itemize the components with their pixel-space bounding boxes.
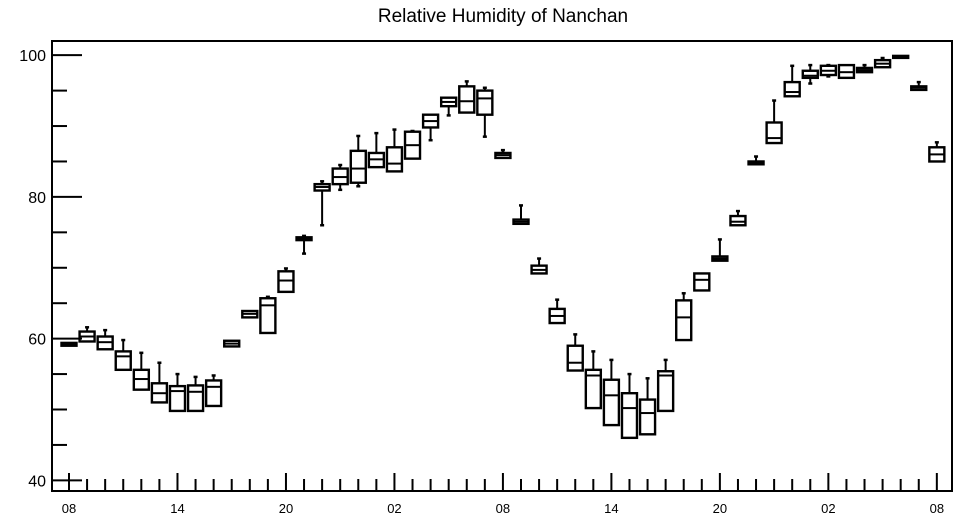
- box-iqr: [259, 297, 277, 335]
- x-tick-label: 14: [604, 501, 618, 516]
- box-plot-item: [132, 351, 151, 391]
- box-plot-item: [620, 372, 639, 440]
- box-iqr: [168, 384, 187, 413]
- box-plot-item: [783, 64, 801, 98]
- box-plot-item: [855, 63, 874, 74]
- box-iqr: [783, 80, 801, 98]
- box-plot-item: [819, 63, 838, 78]
- box-plot-item: [439, 96, 458, 117]
- x-tick-label: 08: [496, 501, 510, 516]
- box-plot-item: [385, 128, 404, 173]
- box-plot-item: [566, 333, 584, 372]
- x-tick-label: 08: [930, 501, 944, 516]
- box-iqr: [602, 378, 621, 427]
- y-tick-label: 60: [28, 332, 46, 349]
- box-iqr: [385, 146, 404, 173]
- box-iqr: [277, 270, 295, 294]
- x-tick-label: 20: [279, 501, 293, 516]
- box-plot-item: [675, 292, 693, 342]
- y-tick-label: 80: [28, 190, 46, 207]
- box-plot-item: [711, 238, 729, 262]
- box-iqr: [566, 344, 584, 372]
- box-iqr: [186, 384, 205, 413]
- box-plot-item: [168, 372, 187, 413]
- box-iqr: [584, 368, 603, 410]
- box-plot-item: [150, 361, 169, 404]
- box-iqr: [765, 121, 783, 145]
- box-plot-item: [494, 148, 512, 160]
- box-plot-item: [259, 295, 277, 335]
- box-plot-item: [602, 358, 621, 427]
- box-plot-item: [458, 80, 476, 114]
- box-iqr: [204, 379, 223, 408]
- box-iqr: [801, 69, 819, 80]
- box-plot-item: [530, 257, 548, 275]
- box-iqr: [349, 149, 367, 184]
- box-plot-item: [331, 163, 349, 192]
- box-iqr: [638, 398, 657, 436]
- box-plot-item: [548, 298, 566, 325]
- x-axis: 08 14 20 02 08 14 20 02 08: [62, 473, 944, 516]
- box-iqr: [114, 350, 132, 372]
- box-iqr: [458, 85, 476, 114]
- box-plot-item: [476, 86, 494, 138]
- box-plot-item: [928, 141, 946, 163]
- box-plot-item: [96, 328, 114, 351]
- chart-title: Relative Humidity of Nanchan: [378, 6, 628, 27]
- box-plot-item: [747, 155, 765, 166]
- box-plot-item: [295, 234, 313, 255]
- box-plot-item: [873, 56, 892, 69]
- box-plot-item: [78, 326, 96, 343]
- box-plot-item: [223, 339, 241, 348]
- x-tick-label: 14: [170, 501, 184, 516]
- box-plot-item: [512, 204, 530, 226]
- box-plot-item: [60, 341, 78, 347]
- box-series: [60, 54, 946, 440]
- box-plot-item: [584, 350, 603, 410]
- box-plot-item: [403, 129, 422, 160]
- x-tick-label: 02: [821, 501, 835, 516]
- box-plot-item: [277, 267, 295, 294]
- box-plot-item: [638, 377, 657, 436]
- box-plot-item: [693, 272, 711, 292]
- box-plot-item: [891, 54, 910, 60]
- box-plot-item: [204, 374, 223, 408]
- box-plot-item: [910, 80, 928, 92]
- box-plot-item: [801, 63, 819, 85]
- x-tick-label: 02: [387, 501, 401, 516]
- box-plot-item: [349, 134, 367, 188]
- box-plot-item: [114, 338, 132, 372]
- box-iqr: [729, 214, 747, 227]
- box-iqr: [656, 370, 675, 413]
- box-plot-item: [729, 209, 747, 227]
- x-tick-label: 08: [62, 501, 76, 516]
- plot-area-frame: [51, 40, 953, 492]
- box-iqr: [675, 299, 693, 342]
- box-plot-item: [837, 63, 856, 80]
- box-iqr: [620, 392, 639, 440]
- box-plot-item: [367, 131, 386, 169]
- box-iqr: [693, 272, 711, 292]
- y-tick-label: 40: [28, 473, 46, 490]
- y-axis: 40 60 80 100: [19, 48, 82, 490]
- box-plot-item: [186, 375, 205, 413]
- box-plot-item: [765, 99, 783, 145]
- box-plot-item: [421, 113, 440, 142]
- box-plot-item: [241, 309, 259, 319]
- box-plot-item: [313, 180, 331, 227]
- x-tick-label: 20: [713, 501, 727, 516]
- box-iqr: [476, 89, 494, 116]
- box-plot-item: [656, 358, 675, 413]
- y-tick-label: 100: [19, 48, 46, 65]
